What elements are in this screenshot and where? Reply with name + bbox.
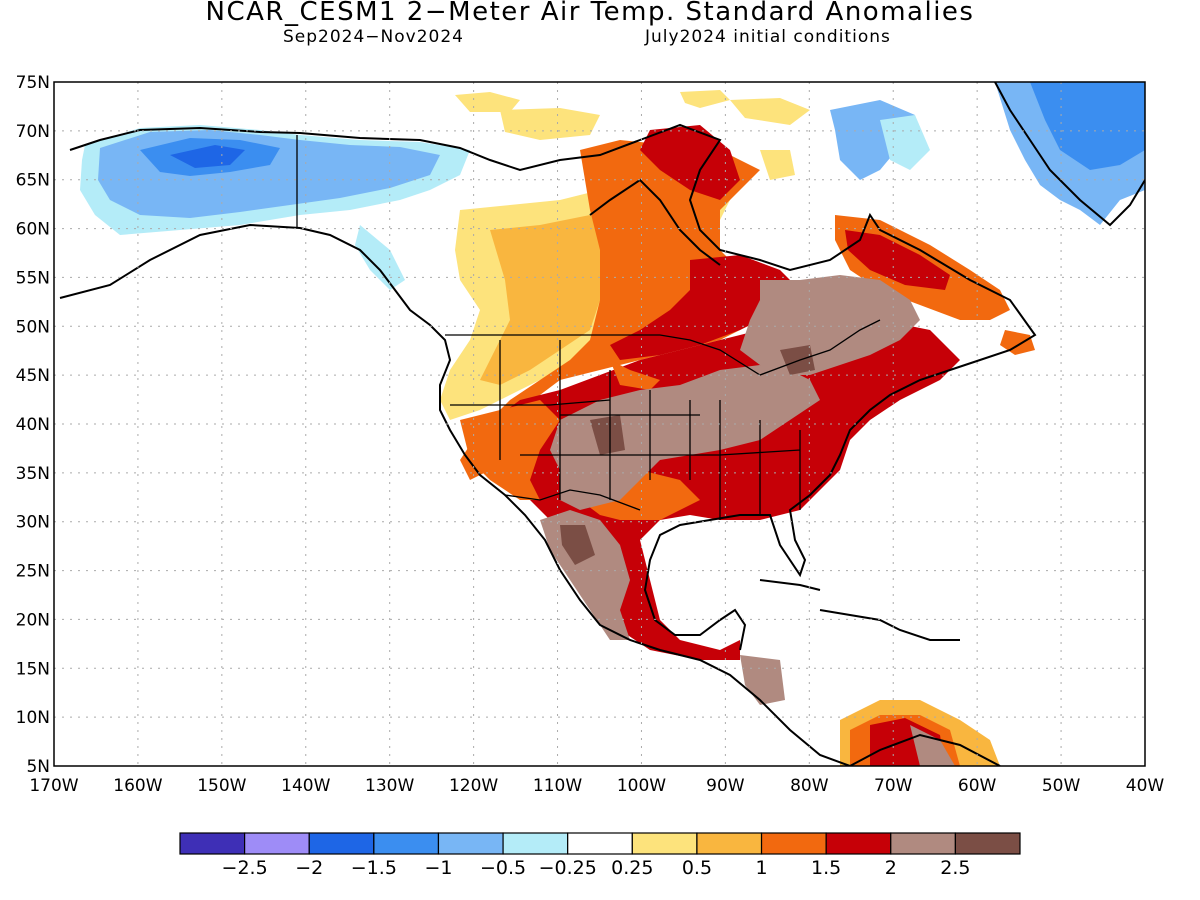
map-title: NCAR_CESM1 2−Meter Air Temp. Standard An… — [205, 0, 975, 27]
lat-label: 30N — [16, 513, 50, 533]
lat-label: 10N — [16, 708, 50, 728]
colorbar-swatch — [502, 832, 569, 855]
colorbar-label: −2 — [295, 857, 323, 879]
lon-label: 70W — [874, 776, 913, 796]
lat-label: 25N — [16, 562, 50, 582]
lon-label: 50W — [1042, 776, 1081, 796]
lon-label: 100W — [617, 776, 666, 796]
colorbar-swatch — [631, 832, 698, 855]
interior-strong-positive-anomaly — [550, 365, 820, 510]
lon-label: 130W — [365, 776, 414, 796]
colorbar-swatch — [825, 832, 892, 855]
colorbar-label: −2.5 — [222, 857, 268, 879]
colorbar-swatch — [244, 832, 310, 855]
colorbar-swatch — [308, 832, 375, 855]
colorbar-label: −0.5 — [480, 857, 526, 879]
colorbar-label: −1.5 — [351, 857, 397, 879]
colorbar-label: 1 — [755, 857, 767, 879]
forecast-period: Sep2024−Nov2024 — [283, 27, 464, 47]
colorbar-label: 0.25 — [611, 857, 653, 879]
colorbar-swatch — [760, 832, 827, 855]
colorbar-label: −1 — [424, 857, 452, 879]
latitude-labels: 75N 70N 65N 60N 55N 50N 45N 40N 35N 30N 25N 20N 15N 1… — [16, 73, 50, 777]
lat-label: 5N — [26, 757, 50, 777]
lon-label: 160W — [113, 776, 162, 796]
lon-label: 60W — [958, 776, 997, 796]
colorbar-swatch — [437, 832, 504, 855]
lat-label: 35N — [16, 464, 50, 484]
lat-label: 75N — [16, 73, 50, 93]
lon-label: 40W — [1126, 776, 1165, 796]
lat-label: 40N — [16, 415, 50, 435]
colorbar-swatch — [373, 832, 440, 855]
colorbar-swatch — [954, 832, 1021, 855]
lon-label: 120W — [449, 776, 498, 796]
lat-label: 20N — [16, 610, 50, 630]
lat-label: 50N — [16, 317, 50, 337]
colorbar — [179, 832, 1021, 855]
colorbar-label: 1.5 — [811, 857, 841, 879]
coastlines — [59, 82, 1145, 766]
initial-conditions: July2024 initial conditions — [645, 27, 891, 47]
lat-label: 65N — [16, 171, 50, 191]
colorbar-swatch — [890, 832, 956, 855]
map-frame — [53, 81, 1146, 767]
lon-label: 80W — [790, 776, 829, 796]
colorbar-swatch — [696, 832, 763, 855]
political-borders — [296, 135, 881, 520]
lon-label: 140W — [281, 776, 330, 796]
colorbar-label: −0.25 — [539, 857, 597, 879]
lon-label: 90W — [706, 776, 745, 796]
colorbar-swatch — [179, 832, 246, 855]
lat-label: 15N — [16, 659, 50, 679]
lat-label: 60N — [16, 220, 50, 240]
lat-label: 45N — [16, 366, 50, 386]
colorbar-labels: −2.5 −2 −1.5 −1 −0.5 −0.25 0.25 0.5 1 1.5 2 2.5 — [222, 857, 971, 879]
lon-label: 150W — [197, 776, 246, 796]
lat-label: 70N — [16, 122, 50, 142]
longitude-labels: 170W 160W 150W 140W 130W 120W 110W 100W 90W 80W 70… — [29, 776, 1164, 796]
lon-label: 170W — [29, 776, 78, 796]
lat-label: 55N — [16, 268, 50, 288]
lon-label: 110W — [533, 776, 582, 796]
colorbar-label: 0.5 — [682, 857, 712, 879]
colorbar-label: 2 — [885, 857, 897, 879]
anomaly-shading — [80, 82, 1145, 766]
colorbar-label: 2.5 — [940, 857, 970, 879]
colorbar-swatch — [567, 832, 633, 855]
